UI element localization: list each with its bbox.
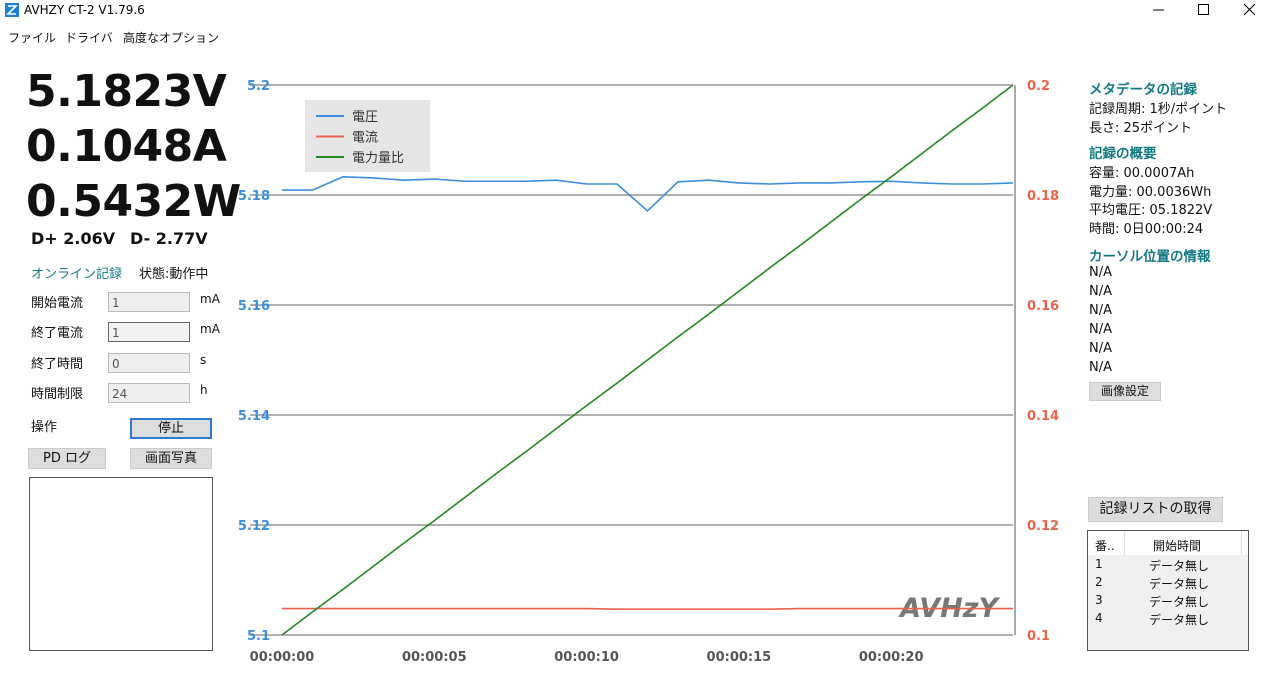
y-tick-label: 5.14 (238, 409, 270, 424)
series-line (281, 84, 1014, 636)
maximize-button[interactable] (1198, 4, 1209, 15)
cursor-line: N/A (1089, 341, 1112, 356)
y2-tick-label: 0.16 (1027, 299, 1059, 314)
dminus-reading: D- 2.77V (130, 229, 208, 248)
menu-item[interactable]: ファイル (8, 31, 57, 45)
table-cell: データ無し (1149, 577, 1210, 591)
cursor-line: N/A (1089, 303, 1112, 318)
current-reading: 0.1048A (26, 121, 227, 172)
metadata-line: 長さ: 25ポイント (1089, 121, 1193, 136)
cursor-line: N/A (1089, 265, 1112, 280)
table-cell: 4 (1095, 611, 1103, 625)
cursor-heading: カーソル位置の情報 (1089, 249, 1211, 265)
y2-tick-label: 0.1 (1027, 629, 1050, 644)
series-line (282, 607, 1013, 610)
y-tick-label: 5.16 (238, 299, 270, 314)
y-tick-label: 5.1 (247, 629, 270, 644)
field-label: 終了時間 (31, 357, 84, 372)
table-cell: データ無し (1149, 559, 1210, 573)
field-input[interactable]: 24 (108, 383, 190, 403)
field-input[interactable]: 1 (108, 322, 190, 342)
y2-tick-label: 0.14 (1027, 409, 1059, 424)
summary-line: 電力量: 00.0036Wh (1089, 184, 1212, 200)
cursor-line: N/A (1089, 284, 1112, 299)
field-label: 開始電流 (31, 296, 84, 311)
legend-label: 電流 (352, 131, 378, 146)
table-header-bg (1088, 531, 1248, 555)
operation-label: 操作 (31, 420, 58, 435)
table-cell: 3 (1095, 593, 1103, 607)
dplus-reading: D+ 2.06V (31, 229, 116, 248)
screenshot-button[interactable]: 画面写真 (130, 448, 212, 469)
cursor-line: N/A (1089, 360, 1112, 375)
metadata-heading: メタデータの記録 (1089, 82, 1197, 98)
x-tick-label: 00:00:10 (554, 650, 619, 665)
x-tick-label: 00:00:15 (707, 650, 772, 665)
table-cell: 2 (1095, 575, 1103, 589)
online-record-label: オンライン記録 (31, 267, 123, 282)
field-label: 終了電流 (31, 326, 84, 341)
y-tick-label: 5.2 (247, 79, 270, 94)
y-tick-label: 5.12 (238, 519, 270, 534)
table-header: 番.. (1095, 539, 1115, 553)
y2-tick-label: 0.12 (1027, 519, 1059, 534)
table-header: 開始時間 (1153, 539, 1202, 553)
field-unit: mA (200, 292, 220, 306)
summary-line: 平均電圧: 05.1822V (1089, 203, 1213, 218)
y2-tick-label: 0.18 (1027, 189, 1059, 204)
status-label: 状態:動作中 (139, 267, 209, 282)
table-cell: データ無し (1149, 613, 1210, 627)
metadata-line: 記録周期: 1秒/ポイント (1089, 102, 1228, 117)
legend-label: 電力量比 (352, 151, 404, 166)
cursor-line: N/A (1089, 322, 1112, 337)
y2-tick-label: 0.2 (1027, 79, 1050, 94)
x-tick-label: 00:00:05 (402, 650, 467, 665)
pd-log-panel (29, 477, 213, 651)
menu-item[interactable]: ドライバ (65, 31, 113, 45)
field-unit: h (200, 383, 208, 397)
app-icon-glyph (6, 5, 18, 15)
stop-button[interactable]: 停止 (130, 418, 212, 439)
table-cell: 1 (1095, 557, 1103, 571)
voltage-reading: 5.1823V (26, 66, 227, 117)
pd-log-button[interactable]: PD ログ (28, 448, 106, 469)
image-settings-button[interactable]: 画像設定 (1089, 382, 1161, 401)
close-button[interactable] (1243, 3, 1256, 16)
x-tick-label: 00:00:20 (859, 650, 924, 665)
y-tick-label: 5.18 (238, 189, 270, 204)
window-title: AVHZY CT-2 V1.79.6 (24, 3, 145, 17)
series-line (282, 176, 1014, 213)
menu-item[interactable]: 高度なオプション (123, 31, 220, 45)
field-input[interactable]: 0 (108, 353, 190, 373)
field-label: 時間制限 (31, 387, 84, 402)
summary-line: 時間: 0日00:00:24 (1089, 221, 1204, 237)
field-input[interactable]: 1 (108, 292, 190, 312)
field-unit: s (200, 353, 207, 367)
x-tick-label: 00:00:00 (250, 650, 315, 665)
summary-line: 容量: 00.0007Ah (1089, 166, 1195, 181)
legend-label: 電圧 (352, 110, 378, 125)
summary-heading: 記録の概要 (1089, 146, 1157, 162)
field-unit: mA (200, 322, 220, 336)
power-reading: 0.5432W (26, 176, 241, 227)
get-record-list-button[interactable]: 記録リストの取得 (1088, 497, 1223, 522)
table-cell: データ無し (1149, 595, 1210, 609)
